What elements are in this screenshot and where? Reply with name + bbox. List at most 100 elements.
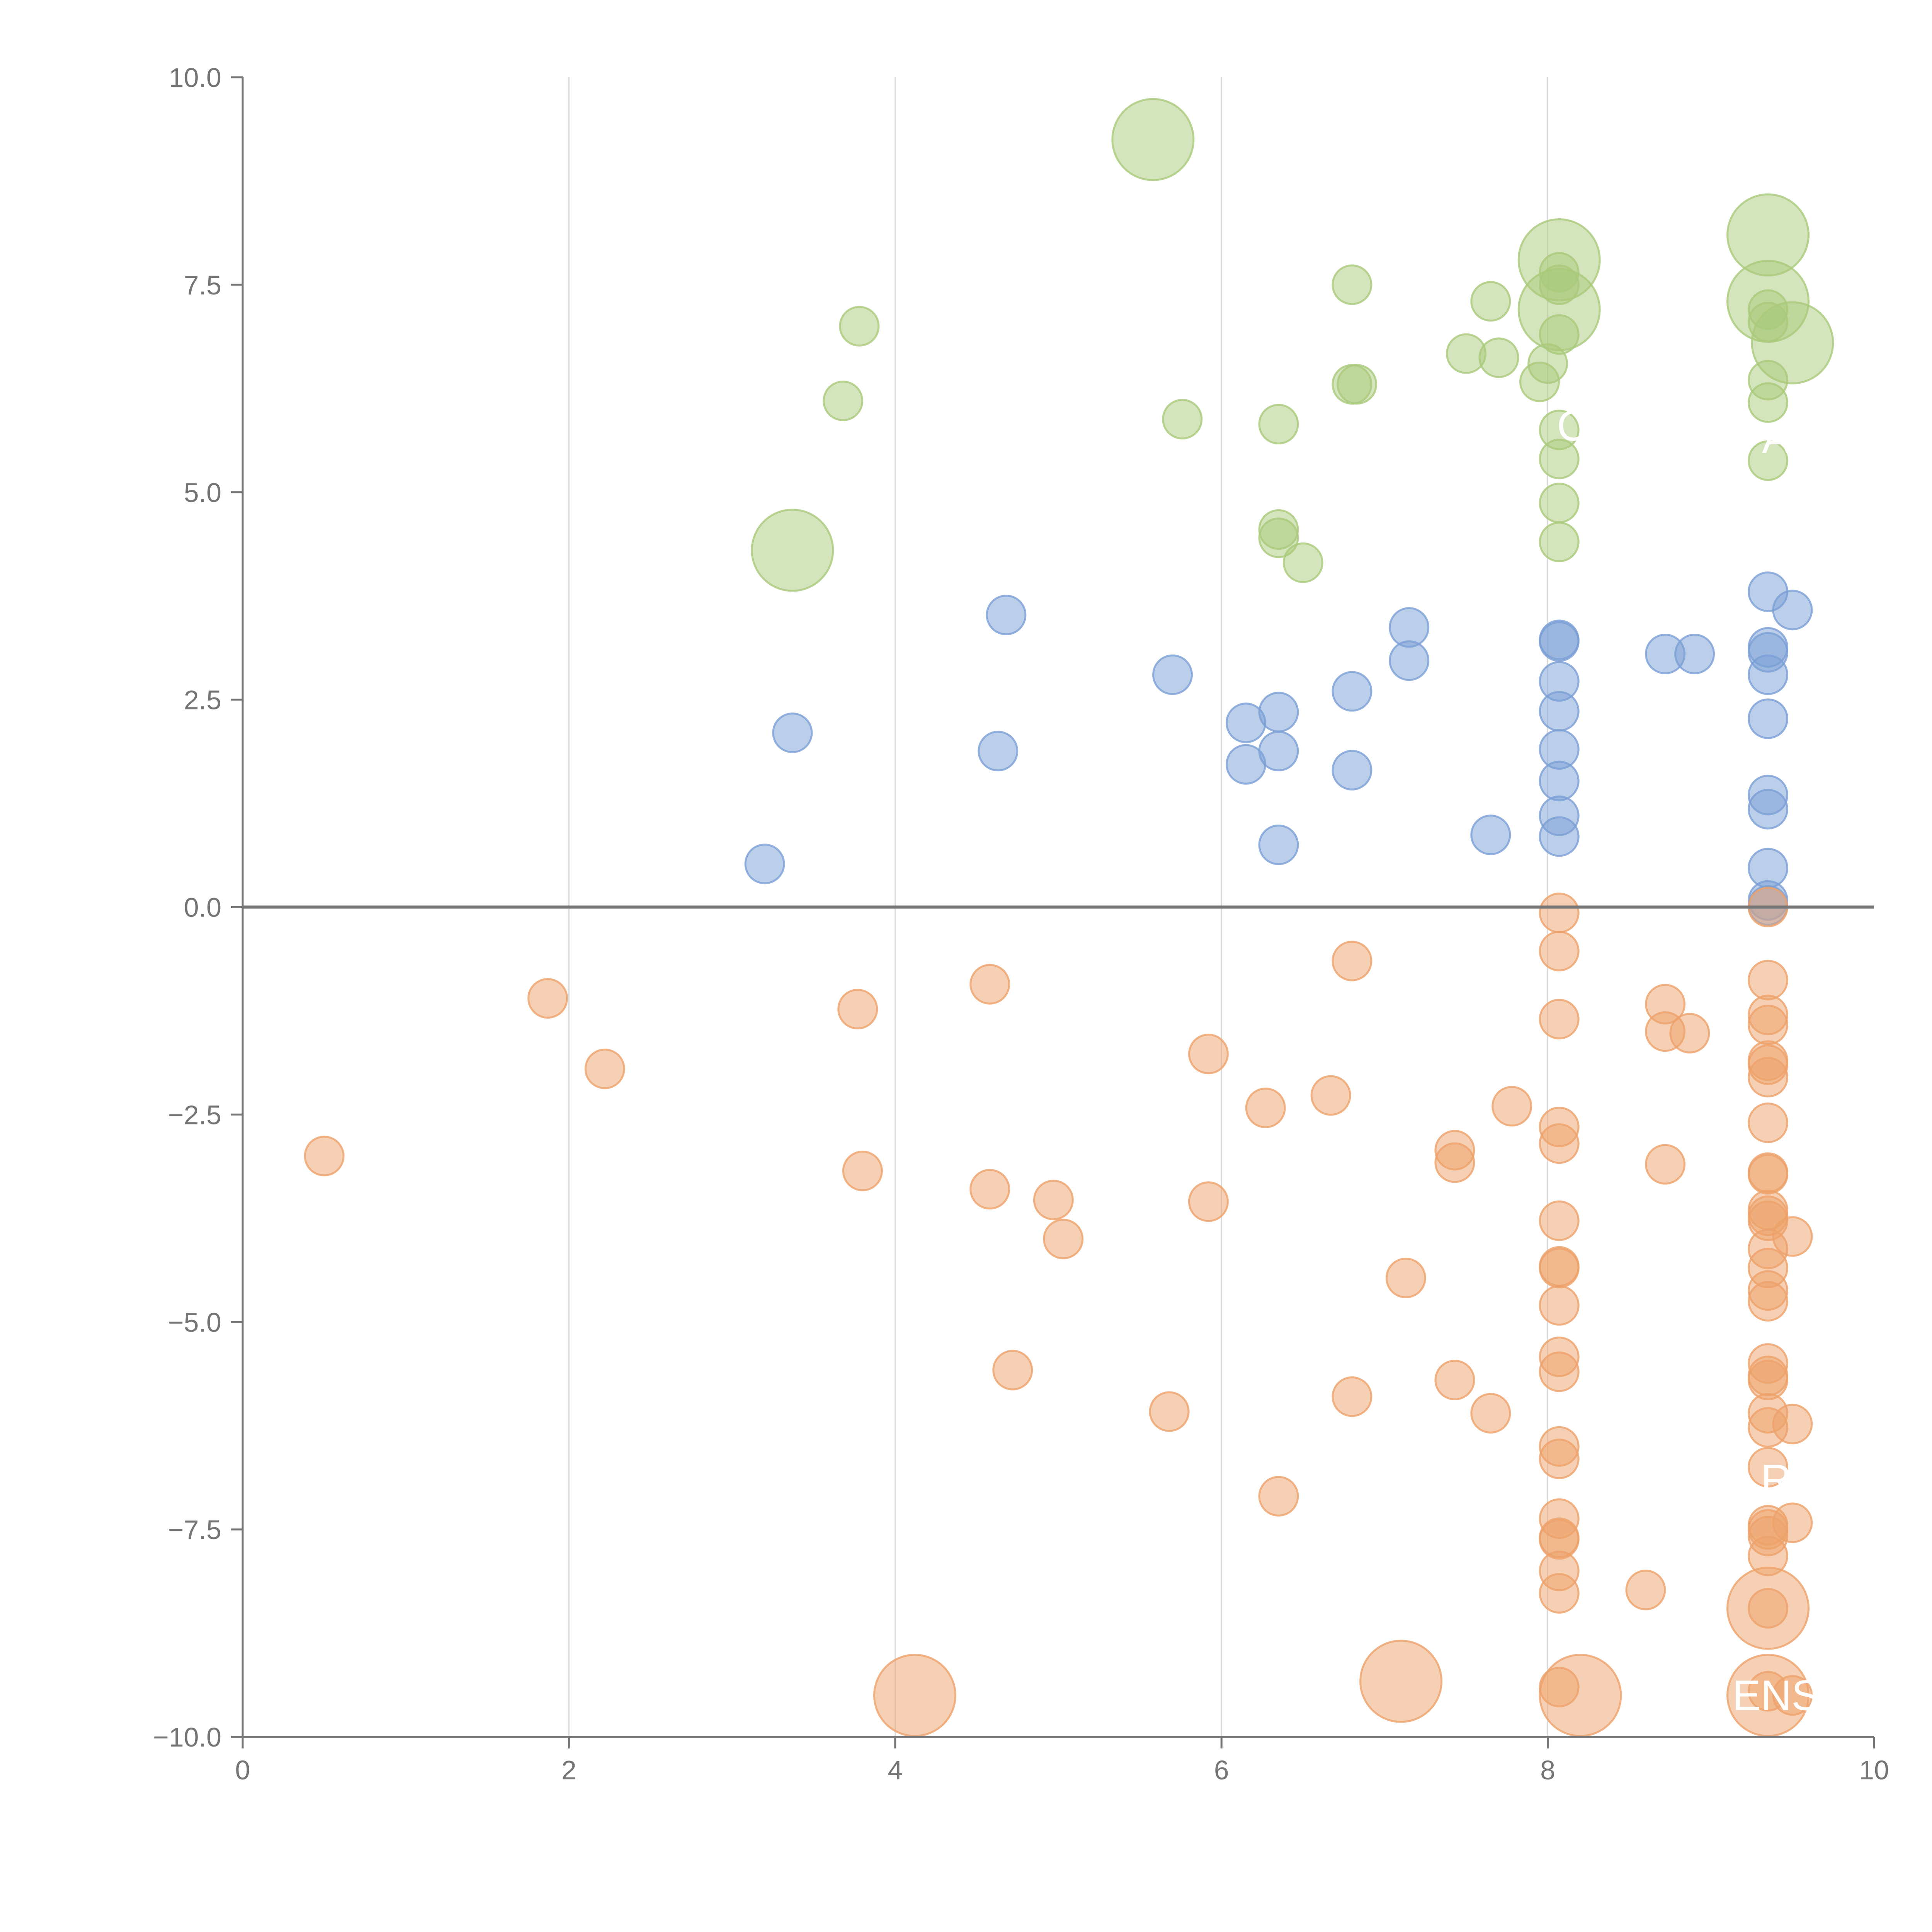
data-point-orange [1748, 1057, 1789, 1098]
data-point-orange [1188, 1181, 1229, 1222]
data-point-orange [1748, 1004, 1789, 1045]
data-point-blue [1674, 634, 1715, 675]
data-point-orange [1772, 1502, 1813, 1543]
data-point-orange [1748, 959, 1789, 1000]
annotation-label: C [1557, 402, 1587, 450]
y-tick-label: −10.0 [153, 1722, 221, 1752]
data-point-blue [1258, 731, 1299, 772]
points-layer [304, 98, 1834, 1737]
data-point-orange [304, 1136, 345, 1177]
data-point-orange [1539, 1667, 1580, 1708]
data-point-orange [1434, 1360, 1475, 1401]
data-point-green [1539, 439, 1580, 480]
data-point-orange [969, 1169, 1010, 1210]
y-tick-label: 2.5 [184, 685, 221, 715]
data-point-orange [1539, 893, 1580, 934]
data-point-orange [1539, 930, 1580, 971]
data-point-green [751, 509, 834, 592]
data-point-orange [873, 1654, 956, 1737]
data-point-orange [1245, 1087, 1286, 1128]
data-point-blue [1539, 816, 1580, 857]
x-tick-label: 6 [1214, 1755, 1229, 1785]
data-point-green [1282, 542, 1323, 583]
data-point-orange [1625, 1570, 1666, 1611]
data-point-blue [744, 844, 785, 884]
data-point-green [1332, 264, 1372, 305]
data-point-green [1539, 264, 1580, 305]
data-point-green [1111, 98, 1195, 181]
data-point-orange [1332, 1376, 1372, 1417]
data-point-orange [1149, 1391, 1190, 1432]
data-point-orange [1748, 1154, 1789, 1195]
data-point-green [1258, 404, 1299, 445]
data-point-blue [1748, 698, 1789, 739]
data-point-orange [1748, 1536, 1789, 1577]
data-point-orange [1043, 1219, 1084, 1259]
x-tick-label: 8 [1540, 1755, 1555, 1785]
axis-layer: 0 2 4 6 8 10 −10.0 −7.5 −5.0 −2.5 0.0 2.5 5.0 7.5 10.0 [153, 63, 1889, 1785]
data-point-green [1539, 483, 1580, 524]
data-point-orange [1258, 1476, 1299, 1517]
data-point-blue [978, 731, 1019, 772]
y-tick-label: 10.0 [169, 63, 221, 93]
data-point-orange [1539, 1248, 1580, 1289]
data-point-orange [1539, 998, 1580, 1039]
data-point-orange [1748, 1588, 1789, 1629]
data-point-orange [1772, 1216, 1813, 1257]
data-point-orange [584, 1048, 625, 1089]
data-point-orange [1539, 1351, 1580, 1392]
data-point-orange [1434, 1142, 1475, 1183]
data-point-orange [1492, 1086, 1532, 1127]
data-point-orange [1748, 1447, 1789, 1488]
x-tick-label: 4 [888, 1755, 903, 1785]
data-point-orange [1539, 1573, 1580, 1614]
data-point-green [1162, 399, 1203, 440]
data-point-orange [842, 1150, 883, 1191]
y-tick-label: −5.0 [168, 1307, 221, 1337]
data-point-blue [1748, 654, 1789, 695]
data-point-green [1478, 337, 1519, 378]
data-point-orange [1748, 1281, 1789, 1322]
data-point-orange [1539, 1200, 1580, 1241]
data-point-blue [1389, 640, 1430, 681]
annotation-label: ENS [1733, 1672, 1820, 1719]
data-point-green [839, 306, 880, 347]
data-point-orange [1748, 1102, 1789, 1143]
data-point-orange [1332, 940, 1372, 981]
x-tick-label: 10 [1859, 1755, 1889, 1785]
data-point-orange [1539, 1439, 1580, 1480]
data-point-orange [1188, 1034, 1229, 1075]
data-point-orange [1772, 1403, 1813, 1444]
data-point-blue [1772, 590, 1813, 631]
data-point-orange [1539, 1123, 1580, 1164]
data-point-blue [1258, 692, 1299, 733]
data-point-green [1258, 517, 1299, 558]
data-point-blue [1470, 815, 1511, 855]
data-point-blue [772, 713, 813, 753]
data-point-blue [1539, 760, 1580, 801]
data-point-blue [1332, 750, 1372, 791]
data-point-orange [1033, 1180, 1074, 1221]
data-point-green [823, 381, 864, 422]
data-point-blue [1152, 654, 1193, 695]
data-point-orange [1310, 1075, 1351, 1116]
data-point-orange [1359, 1639, 1443, 1723]
data-point-orange [1385, 1257, 1426, 1298]
data-point-green [1470, 281, 1511, 322]
x-tick-label: 2 [561, 1755, 577, 1785]
data-point-orange [527, 978, 568, 1019]
annotation-label: A [1762, 415, 1791, 462]
y-tick-label: −2.5 [168, 1100, 221, 1130]
data-point-orange [1772, 1675, 1813, 1716]
data-point-green [1748, 440, 1789, 481]
data-point-blue [1539, 621, 1580, 662]
data-point-blue [1748, 789, 1789, 830]
data-point-blue [1332, 671, 1372, 712]
data-point-orange [1645, 1144, 1686, 1185]
data-point-blue [986, 595, 1027, 636]
data-point-blue [1539, 691, 1580, 732]
data-point-green [1337, 364, 1378, 405]
annotation-label: R [1761, 1456, 1791, 1503]
data-point-orange [1470, 1393, 1511, 1434]
